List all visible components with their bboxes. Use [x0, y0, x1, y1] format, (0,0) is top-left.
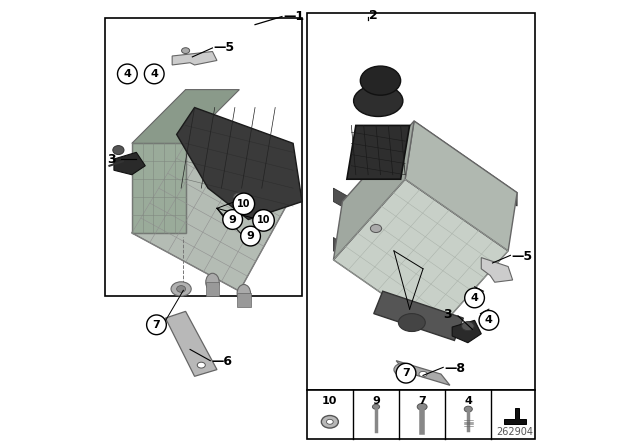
Ellipse shape: [237, 284, 251, 302]
Circle shape: [241, 226, 260, 246]
Ellipse shape: [234, 193, 245, 201]
Ellipse shape: [372, 404, 380, 409]
Ellipse shape: [326, 419, 333, 424]
Polygon shape: [177, 108, 302, 220]
Ellipse shape: [461, 322, 474, 331]
Text: 9: 9: [372, 396, 380, 405]
Text: 2: 2: [369, 9, 378, 22]
Text: —5: —5: [512, 250, 533, 263]
Circle shape: [233, 193, 255, 215]
Circle shape: [465, 288, 484, 308]
Bar: [206, 282, 219, 296]
Ellipse shape: [353, 85, 403, 116]
Polygon shape: [481, 258, 513, 282]
Text: 7: 7: [419, 396, 426, 405]
Polygon shape: [114, 152, 145, 175]
Text: 3: 3: [443, 308, 452, 321]
Circle shape: [118, 64, 137, 84]
Text: —1: —1: [284, 10, 305, 23]
Polygon shape: [396, 361, 450, 385]
Text: 9: 9: [246, 231, 255, 241]
Text: —5: —5: [214, 41, 235, 55]
Text: 4: 4: [485, 315, 493, 325]
Ellipse shape: [419, 371, 427, 377]
Ellipse shape: [321, 416, 339, 428]
Ellipse shape: [113, 146, 124, 155]
Text: 262904: 262904: [496, 427, 533, 437]
Ellipse shape: [197, 362, 205, 368]
Polygon shape: [405, 166, 508, 251]
Ellipse shape: [182, 48, 189, 54]
Circle shape: [223, 210, 243, 229]
Polygon shape: [132, 143, 186, 233]
Text: 4: 4: [124, 69, 131, 79]
Text: 10: 10: [322, 396, 337, 405]
Polygon shape: [172, 52, 217, 65]
Polygon shape: [132, 90, 239, 143]
Polygon shape: [333, 179, 508, 332]
Ellipse shape: [177, 286, 186, 293]
Polygon shape: [374, 291, 463, 340]
Polygon shape: [165, 311, 217, 376]
Ellipse shape: [360, 66, 401, 95]
Ellipse shape: [398, 314, 425, 332]
Text: 7: 7: [402, 368, 410, 378]
Polygon shape: [333, 121, 414, 260]
Ellipse shape: [371, 224, 381, 233]
Polygon shape: [452, 320, 481, 343]
Circle shape: [253, 210, 275, 231]
Ellipse shape: [206, 273, 220, 291]
Bar: [237, 293, 251, 307]
Text: 3: 3: [108, 152, 116, 166]
Ellipse shape: [394, 363, 412, 376]
Ellipse shape: [417, 403, 427, 410]
Circle shape: [147, 315, 166, 335]
Text: 7: 7: [152, 320, 161, 330]
Text: 4: 4: [465, 396, 472, 405]
Polygon shape: [333, 188, 436, 260]
Ellipse shape: [171, 282, 191, 296]
Text: —6: —6: [212, 355, 232, 368]
Polygon shape: [333, 237, 436, 323]
Polygon shape: [405, 121, 517, 251]
Ellipse shape: [464, 406, 472, 412]
Text: —8: —8: [445, 362, 465, 375]
Bar: [307, 390, 535, 439]
Text: 10: 10: [237, 199, 251, 209]
Text: 10: 10: [257, 215, 270, 225]
Text: 4: 4: [470, 293, 479, 303]
Polygon shape: [347, 125, 410, 179]
Circle shape: [396, 363, 416, 383]
Polygon shape: [132, 143, 289, 291]
Polygon shape: [414, 121, 517, 206]
Text: 4: 4: [150, 69, 158, 79]
Bar: [307, 13, 535, 390]
Circle shape: [145, 64, 164, 84]
Text: 9: 9: [228, 215, 237, 224]
Polygon shape: [504, 408, 526, 424]
Bar: [105, 18, 302, 296]
Circle shape: [479, 310, 499, 330]
